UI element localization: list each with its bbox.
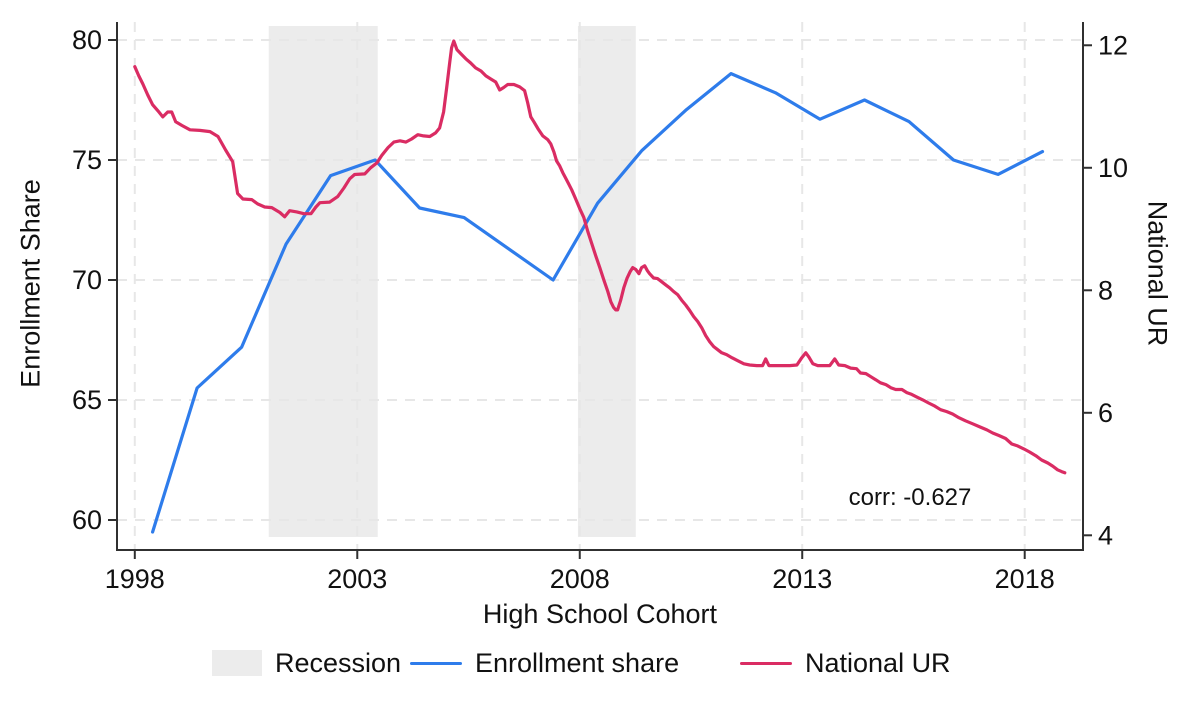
legend-label-enrollment: Enrollment share: [475, 647, 680, 678]
y-left-tick-label: 65: [72, 385, 102, 415]
x-tick-label: 2018: [995, 564, 1055, 594]
x-tick-label: 1998: [105, 564, 165, 594]
legend: Recession Enrollment share National UR: [0, 647, 1200, 678]
legend-label-recession: Recession: [275, 647, 402, 678]
y-left-tick-label: 60: [72, 505, 102, 535]
y-left-tick-label: 80: [72, 25, 102, 55]
y-right-tick-label: 4: [1098, 520, 1113, 550]
enrollment-share-line: [151, 71, 1045, 534]
y-left-tick-label: 75: [72, 145, 102, 175]
y-right-tick-label: 10: [1098, 153, 1128, 183]
y-left-tick-label: 70: [72, 265, 102, 295]
x-axis-title: High School Cohort: [482, 599, 718, 629]
national-ur-line: [133, 39, 1067, 475]
y-right-tick-label: 8: [1098, 275, 1113, 305]
enrollment-line-sample: [410, 661, 462, 665]
national-ur-line-sample: [740, 661, 792, 665]
recession-swatch: [212, 650, 262, 676]
y-axis-title-right: National UR: [1142, 200, 1173, 347]
x-tick-label: 2003: [327, 564, 387, 594]
x-tick-label: 2008: [550, 564, 610, 594]
recession-band: [268, 26, 378, 537]
legend-item-enrollment: Enrollment share: [410, 647, 680, 678]
correlation-annotation: corr: -0.627: [848, 484, 972, 511]
x-tick-label: 2013: [772, 564, 832, 594]
y-axis-title-left: Enrollment Share: [15, 179, 46, 388]
legend-item-recession: Recession: [212, 647, 402, 678]
y-right-tick-label: 12: [1098, 30, 1128, 60]
legend-item-ur: National UR: [740, 647, 951, 678]
y-right-tick-label: 6: [1098, 398, 1113, 428]
legend-label-ur: National UR: [805, 647, 951, 678]
